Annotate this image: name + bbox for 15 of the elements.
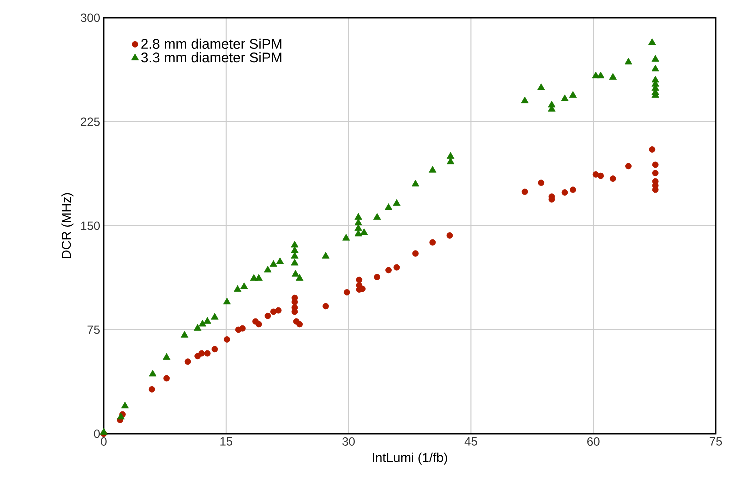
legend-label: 3.3 mm diameter SiPM [141,52,282,63]
y-tick-label: 75 [88,326,100,334]
x-tick-label: 60 [588,438,600,446]
x-tick-label: 0 [101,438,107,446]
y-tick-label: 150 [81,222,100,230]
y-axis-title: DCR (MHz) [62,193,74,258]
y-tick-label: 0 [94,430,100,438]
x-axis-title: IntLumi (1/fb) [373,452,448,465]
x-tick-label: 75 [710,438,722,446]
legend-label: 2.8 mm diameter SiPM [142,38,282,50]
x-tick-label: 15 [220,438,233,446]
y-tick-label: 300 [80,14,100,22]
y-tick-label: 225 [81,118,100,126]
x-tick-label: 30 [342,438,355,446]
x-tick-label: 45 [464,438,478,446]
